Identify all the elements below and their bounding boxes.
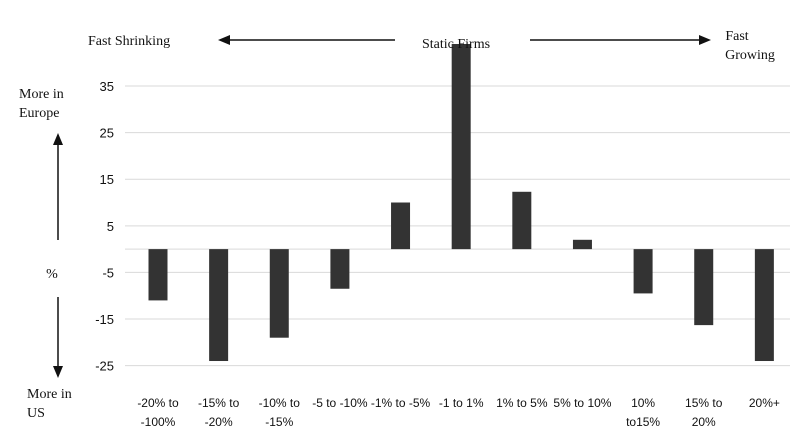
more-in-europe-line1: More in	[19, 87, 64, 102]
left-arrowhead-icon	[218, 35, 230, 45]
right-arrowhead-icon	[699, 35, 711, 45]
down-arrowhead-icon	[53, 366, 63, 378]
x-tick-label: 5% to 10%	[553, 396, 611, 410]
x-tick-label: -10% to	[259, 396, 301, 410]
x-tick-label: -1% to -5%	[371, 396, 431, 410]
more-in-us-line1: More in	[27, 387, 72, 402]
bar	[391, 202, 411, 250]
more-in-us-line2: US	[27, 406, 45, 421]
x-tick-label: 10%	[631, 396, 655, 410]
x-tick-label: 1% to 5%	[496, 396, 548, 410]
y-tick-labels: 35 25 15 5 -5 -15 -25	[95, 79, 114, 374]
y-tick-label: 5	[107, 219, 114, 234]
x-tick-label: -100%	[141, 415, 176, 429]
bar	[754, 249, 774, 362]
x-tick-label: -5 to -10%	[312, 396, 368, 410]
x-tick-label: -1 to 1%	[439, 396, 484, 410]
x-tick-label: 15% to	[685, 396, 723, 410]
bar	[633, 249, 653, 294]
y-tick-label: -5	[102, 265, 114, 280]
static-firms-label: Static Firms	[422, 37, 490, 52]
y-tick-label: -25	[95, 359, 114, 374]
bar	[209, 249, 229, 362]
bar-layer	[148, 44, 774, 362]
up-arrowhead-icon	[53, 133, 63, 145]
y-tick-label: 15	[100, 172, 114, 187]
fast-shrinking-label: Fast Shrinking	[88, 34, 170, 49]
bar	[512, 191, 532, 250]
x-tick-labels: -20% to -100% -15% to -20% -10% to -15% -5 to …	[137, 396, 780, 429]
bar	[148, 249, 168, 301]
x-tick-label: -15%	[265, 415, 293, 429]
y-tick-label: 25	[100, 126, 114, 141]
bar	[330, 249, 350, 289]
bar	[572, 239, 592, 250]
bar	[451, 44, 471, 250]
more-in-europe-line2: Europe	[19, 106, 59, 121]
x-tick-label: -20%	[205, 415, 233, 429]
x-tick-label: 20%	[692, 415, 716, 429]
y-tick-label: -15	[95, 312, 114, 327]
fast-growing-label-line1: Fast	[725, 29, 748, 44]
x-tick-label: -15% to	[198, 396, 240, 410]
bar	[694, 249, 714, 326]
y-tick-label: 35	[100, 79, 114, 94]
fast-growing-label-line2: Growing	[725, 48, 775, 63]
bar	[269, 249, 289, 338]
x-tick-label: 20%+	[749, 396, 780, 410]
x-tick-label: to15%	[626, 415, 660, 429]
x-tick-label: -20% to	[137, 396, 179, 410]
percent-label: %	[46, 267, 58, 282]
